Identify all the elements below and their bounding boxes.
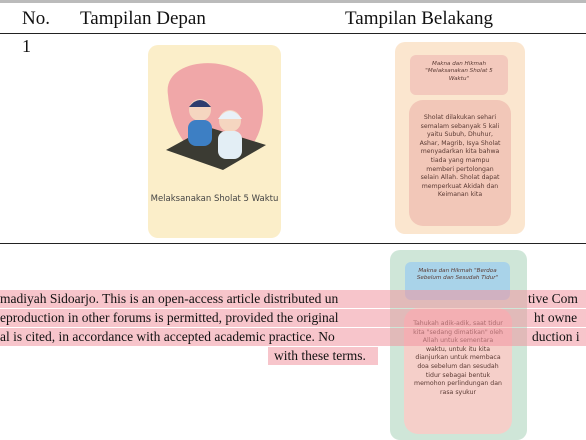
illustration: [166, 63, 266, 170]
header-cell: Tampilan Depan: [80, 8, 206, 29]
row-number: 1: [22, 36, 31, 56]
footer-text: tive Com: [528, 291, 578, 306]
footer-text: eproduction in other forums is permitted…: [0, 310, 339, 325]
footer-text: ht owne: [534, 310, 578, 325]
back-body: Sholat dilakukan sehari semalam sebanyak…: [409, 100, 511, 226]
highlight: [0, 290, 586, 308]
header-cell: Tampilan Belakang: [345, 8, 493, 29]
footer-text: with these terms.: [274, 348, 366, 363]
back-card: Makna dan Hikmah "Melaksanakan Sholat 5 …: [395, 42, 525, 234]
header-cell: No.: [22, 8, 50, 29]
rule: [0, 243, 586, 244]
highlight: [0, 328, 586, 346]
back-title: Makna dan Hikmah "Melaksanakan Sholat 5 …: [410, 55, 508, 95]
front-card: Melaksanakan Sholat 5 Waktu: [148, 45, 281, 238]
rule: [0, 33, 586, 34]
cut-line: [0, 0, 586, 3]
front-caption: Melaksanakan Sholat 5 Waktu: [150, 194, 279, 204]
footer-text: madiyah Sidoarjo. This is an open-access…: [0, 291, 339, 306]
highlight: [0, 309, 586, 327]
footer-text: al is cited, in accordance with accepted…: [0, 329, 335, 344]
highlight: [268, 347, 378, 365]
footer-text: duction i: [532, 329, 580, 344]
